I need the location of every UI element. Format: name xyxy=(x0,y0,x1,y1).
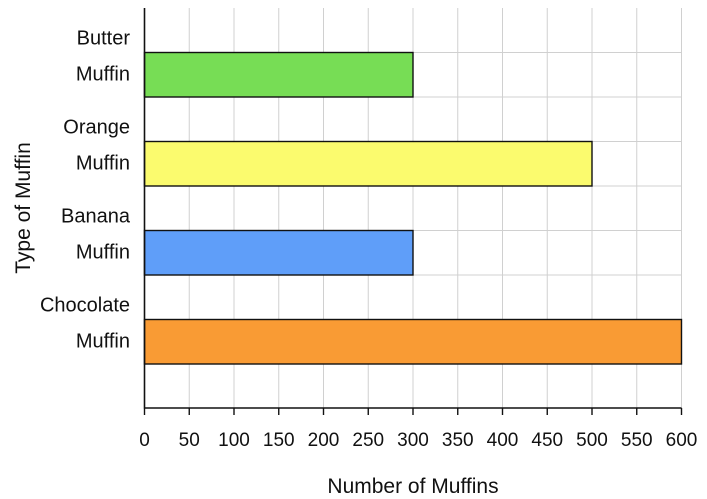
axes xyxy=(143,8,683,415)
x-tick-label: 300 xyxy=(397,430,429,451)
x-tick-labels: 0 50 100 150 200 250 300 350 400 450 500 550 600 xyxy=(139,430,697,451)
bar-butter xyxy=(143,51,414,98)
x-axis-title: Number of Muffins xyxy=(327,475,498,498)
x-tick-label: 250 xyxy=(352,430,384,451)
bar-orange xyxy=(143,140,593,187)
x-tick-label: 500 xyxy=(576,430,608,451)
x-tick-label: 600 xyxy=(666,430,698,451)
x-tick-label: 450 xyxy=(531,430,563,451)
category-label-orange: Orange Muffin xyxy=(63,117,130,175)
x-tick-label: 550 xyxy=(621,430,653,451)
bar-banana xyxy=(143,229,414,276)
bars xyxy=(143,51,683,365)
category-labels: Butter Muffin Orange Muffin Banana Muffin Choc… xyxy=(40,28,131,353)
y-axis-title: Type of Muffin xyxy=(12,142,35,274)
x-tick-label: 350 xyxy=(442,430,474,451)
category-label-banana: Banana Muffin xyxy=(61,206,131,264)
x-tick-label: 150 xyxy=(263,430,295,451)
category-label-butter: Butter Muffin xyxy=(76,28,130,86)
x-tick-label: 100 xyxy=(218,430,250,451)
x-tick-label: 400 xyxy=(487,430,519,451)
x-tick-label: 0 xyxy=(139,430,150,451)
x-tick-label: 50 xyxy=(179,430,200,451)
x-tick-label: 200 xyxy=(308,430,340,451)
bar-chocolate xyxy=(143,318,683,365)
category-label-chocolate: Chocolate Muffin xyxy=(40,295,130,353)
